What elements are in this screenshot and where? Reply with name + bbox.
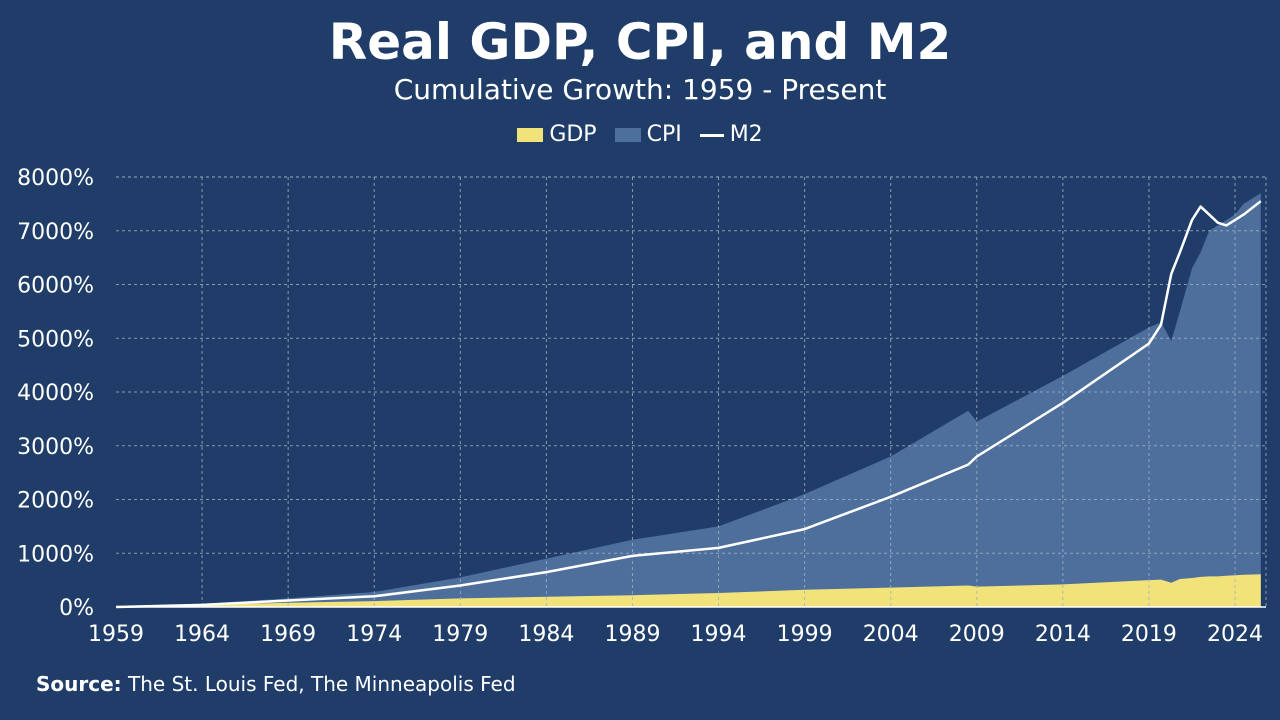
legend-label-gdp: GDP: [549, 122, 597, 147]
x-tick-label: 2019: [1121, 622, 1177, 647]
y-tick-label: 6000%: [17, 274, 94, 299]
x-tick-label: 1984: [518, 622, 574, 647]
x-tick-label: 1974: [346, 622, 402, 647]
series-m2-line: [115, 200, 1262, 609]
x-tick-label: 2014: [1035, 622, 1091, 647]
legend-swatch-cpi: [614, 128, 641, 142]
legend-label-m2: M2: [729, 122, 763, 147]
legend-item-gdp: GDP: [517, 120, 597, 150]
y-tick-label: 3000%: [17, 435, 94, 460]
legend-swatch-gdp: [517, 128, 544, 142]
legend-item-m2: M2: [699, 120, 763, 150]
series-gdp-area: [116, 574, 1261, 607]
x-tick-label: 2009: [949, 622, 1005, 647]
y-tick-label: 4000%: [17, 381, 94, 406]
chart-title: Real GDP, CPI, and M2: [328, 13, 952, 71]
source-note: Source: The St. Louis Fed, The Minneapol…: [36, 670, 516, 698]
y-tick-label: 1000%: [17, 542, 94, 567]
x-tick-label: 1999: [777, 622, 833, 647]
source-label: Source:: [36, 672, 122, 696]
x-tick-label: 1964: [174, 622, 230, 647]
source-text: The St. Louis Fed, The Minneapolis Fed: [128, 672, 516, 696]
x-tick-label: 2024: [1207, 622, 1263, 647]
x-tick-label: 1979: [432, 622, 488, 647]
legend-label-cpi: CPI: [646, 122, 682, 147]
x-tick-label: 2004: [863, 622, 919, 647]
y-tick-label: 5000%: [17, 327, 94, 352]
y-tick-label: 8000%: [17, 166, 94, 191]
y-tick-label: 0%: [59, 596, 94, 621]
x-tick-label: 1989: [604, 622, 660, 647]
x-tick-label: 1959: [88, 622, 144, 647]
x-tick-label: 1969: [260, 622, 316, 647]
legend-swatch-m2: [699, 133, 724, 137]
y-tick-label: 2000%: [17, 489, 94, 514]
y-tick-label: 7000%: [17, 220, 94, 245]
chart-legend: GDP CPI M2: [0, 120, 1280, 150]
series-cpi-area: [116, 193, 1261, 607]
chart-subtitle: Cumulative Growth: 1959 - Present: [393, 73, 887, 106]
legend-item-cpi: CPI: [614, 120, 682, 150]
x-tick-label: 1994: [691, 622, 747, 647]
